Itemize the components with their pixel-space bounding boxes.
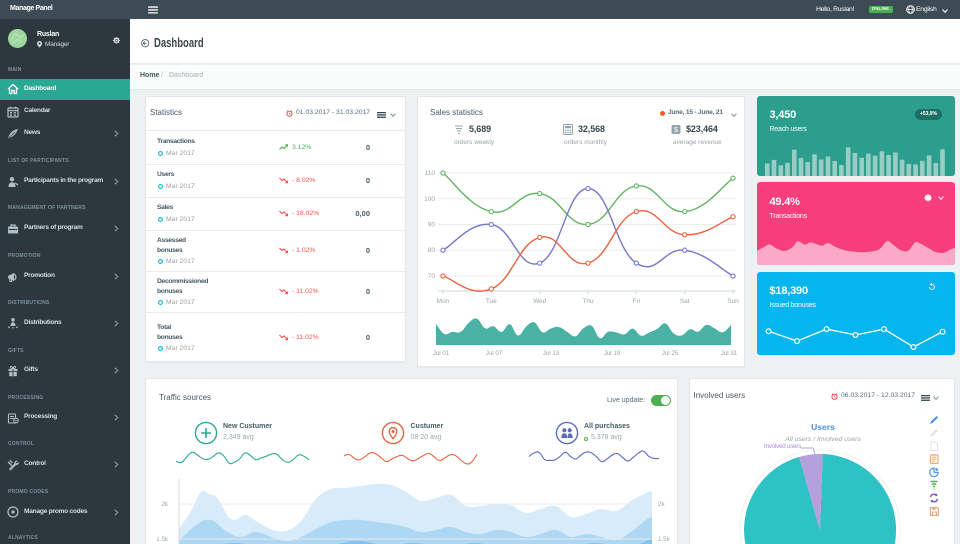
svg-text:Sat: Sat — [680, 298, 690, 305]
svg-text:70: 70 — [428, 273, 436, 280]
svg-text:2k: 2k — [658, 501, 665, 508]
svg-text:Mon: Mon — [437, 298, 450, 305]
svg-text:Jul 13: Jul 13 — [543, 350, 560, 357]
svg-text:110: 110 — [425, 170, 436, 177]
svg-text:100: 100 — [424, 196, 435, 203]
svg-text:Jul 31: Jul 31 — [721, 350, 738, 357]
svg-text:Wed: Wed — [533, 298, 547, 305]
svg-text:Sun: Sun — [727, 298, 739, 305]
svg-text:80: 80 — [428, 247, 436, 254]
svg-text:Jul 25: Jul 25 — [662, 350, 679, 357]
svg-text:2k: 2k — [161, 501, 168, 508]
svg-text:Jul 07: Jul 07 — [486, 350, 503, 357]
svg-text:90: 90 — [428, 222, 436, 229]
svg-text:1.5k: 1.5k — [156, 536, 169, 543]
svg-text:Fri: Fri — [633, 298, 641, 305]
svg-text:Thu: Thu — [582, 298, 594, 305]
svg-text:Jul 19: Jul 19 — [604, 350, 621, 357]
svg-text:Tue: Tue — [486, 298, 497, 305]
svg-text:Jul 01: Jul 01 — [433, 350, 450, 357]
svg-text:$: $ — [674, 127, 678, 134]
svg-text:1.5k: 1.5k — [658, 536, 671, 543]
